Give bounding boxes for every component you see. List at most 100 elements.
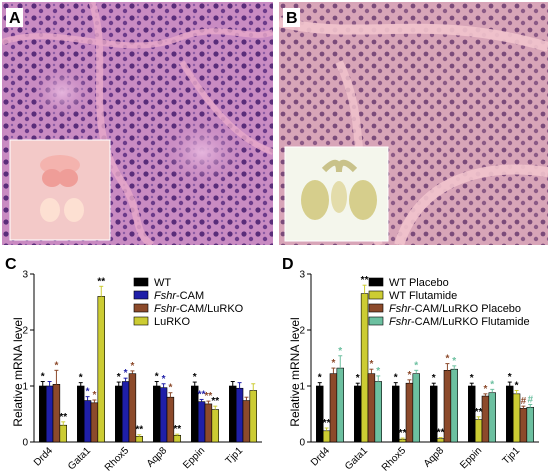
bar-c-rhox5-4 <box>135 436 143 443</box>
significance-mark-d: * <box>445 354 449 365</box>
significance-mark-c: ** <box>211 396 219 407</box>
x-tick-label-c: Eppin <box>181 445 207 471</box>
bar-c-gata1-4 <box>97 296 105 443</box>
significance-mark-d: * <box>331 358 335 369</box>
significance-mark-c: ** <box>59 412 67 423</box>
y-axis-title-d: Relative mRNA level <box>288 317 302 426</box>
significance-mark-c: * <box>79 373 83 384</box>
significance-mark-d: * <box>483 384 487 395</box>
y-tick-label-d: 2 <box>299 326 305 337</box>
significance-mark-d: ** <box>361 275 369 286</box>
legend-swatch-d <box>368 303 384 313</box>
significance-mark-c: * <box>168 383 172 394</box>
legend-swatch-c <box>133 277 149 287</box>
x-tick-label-d: Tjp1 <box>501 445 523 467</box>
bar-c-tjp1-1 <box>229 385 237 443</box>
significance-mark-d: * <box>376 366 380 377</box>
significance-mark-d: ** <box>399 428 407 439</box>
significance-mark-d: * <box>356 373 360 384</box>
legend-entry-d: WT Placebo <box>389 277 449 289</box>
significance-mark-d: * <box>407 370 411 381</box>
significance-mark-d: * <box>470 373 474 384</box>
bar-c-aqp8-1 <box>153 385 161 443</box>
significance-mark-c: ** <box>205 391 213 402</box>
bar-c-gata1-2 <box>83 400 92 443</box>
bar-d-drd4-3 <box>329 373 338 443</box>
histology-image-a <box>2 2 273 245</box>
significance-mark-d: # <box>521 396 527 407</box>
significance-mark-c: * <box>41 372 45 383</box>
bar-d-gata1-4 <box>374 381 382 443</box>
legend-swatch-d <box>368 277 384 287</box>
x-tick-label-d: Drd4 <box>309 445 332 468</box>
bar-d-gata1-3 <box>367 373 376 443</box>
bar-d-aqp8-3 <box>443 370 452 443</box>
bar-d-drd4-1 <box>316 385 324 443</box>
bar-d-eppin-4 <box>488 392 496 443</box>
significance-mark-d: * <box>515 380 519 391</box>
legend-entry-c: Fshr-CAM/LuRKO <box>154 303 244 315</box>
bar-d-tjp1-2 <box>512 393 521 443</box>
panel-letter-a: A <box>9 10 21 27</box>
bar-d-gata1-2 <box>360 293 369 443</box>
significance-mark-d: * <box>338 346 342 357</box>
significance-mark-c: ** <box>198 389 206 400</box>
bar-c-drd4-1 <box>39 385 47 443</box>
significance-mark-d: * <box>414 360 418 371</box>
significance-mark-d: * <box>432 373 436 384</box>
legend-swatch-d <box>368 316 384 326</box>
panel-letter-b: B <box>286 10 298 27</box>
x-tick-label-d: Eppin <box>458 445 484 471</box>
significance-mark-d: ** <box>437 428 445 439</box>
bar-c-aqp8-2 <box>159 387 168 443</box>
bar-c-drd4-4 <box>59 424 67 443</box>
x-tick-label-d: Rhox5 <box>380 445 409 474</box>
legend-swatch-d <box>368 290 384 300</box>
significance-mark-c: * <box>92 390 96 401</box>
y-axis-title-c: Relative mRNA level <box>11 317 25 426</box>
x-tick-label-d: Gata1 <box>343 445 370 472</box>
significance-mark-c: * <box>155 372 159 383</box>
significance-mark-d: * <box>394 373 398 384</box>
bar-d-tjp1-1 <box>506 385 514 443</box>
bar-d-aqp8-4 <box>450 368 458 443</box>
legend-swatch-c <box>133 290 149 300</box>
significance-mark-c: * <box>86 387 90 398</box>
legend-swatch-c <box>133 316 149 326</box>
y-tick-label-c: 1 <box>22 382 28 393</box>
bar-c-rhox5-1 <box>115 385 123 443</box>
significance-mark-c: ** <box>173 424 181 435</box>
significance-mark-d: ** <box>323 418 331 429</box>
x-tick-label-c: Aqp8 <box>145 445 170 470</box>
y-tick-label-c: 2 <box>22 326 28 337</box>
significance-mark-c: * <box>162 374 166 385</box>
bar-d-tjp1-3 <box>519 408 528 443</box>
legend-entry-c: Fshr-CAM <box>154 290 204 302</box>
y-tick-label-d: 0 <box>299 438 305 449</box>
legend-entry-d: Fshr-CAM/LuRKO Flutamide <box>389 316 530 328</box>
legend-entry-d: WT Flutamide <box>389 290 457 302</box>
significance-mark-c: ** <box>97 276 105 287</box>
legend-entry-c: LuRKO <box>154 316 191 328</box>
significance-mark-d: * <box>369 359 373 370</box>
bar-d-tjp1-4 <box>526 406 534 443</box>
bar-d-aqp8-2 <box>436 438 445 443</box>
bar-c-aqp8-3 <box>166 396 175 443</box>
bar-d-drd4-4 <box>336 367 344 443</box>
histology-image-b <box>279 2 548 245</box>
y-tick-label-d: 1 <box>299 382 305 393</box>
bar-c-eppin-2 <box>197 401 206 443</box>
x-tick-label-c: Tjp1 <box>224 445 246 467</box>
bar-c-gata1-3 <box>90 402 99 443</box>
significance-mark-d: * <box>452 356 456 367</box>
bar-c-tjp1-4 <box>249 390 257 443</box>
panel-letter-c: C <box>5 256 17 273</box>
bar-c-rhox5-2 <box>121 381 130 443</box>
x-tick-label-c: Drd4 <box>32 445 55 468</box>
y-tick-label-c: 3 <box>22 270 28 281</box>
